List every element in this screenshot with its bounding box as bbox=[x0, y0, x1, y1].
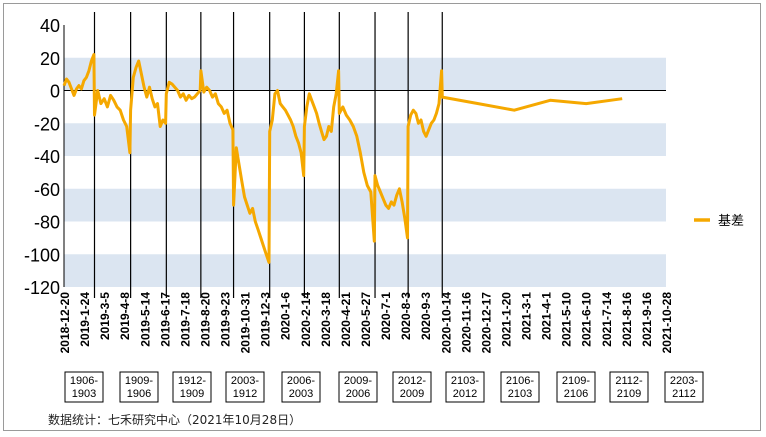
x-tick-label: 2020-1-6 bbox=[279, 292, 293, 340]
x-tick-label: 2019-9-23 bbox=[219, 292, 233, 347]
x-tick-label: 2020-2-14 bbox=[299, 292, 313, 347]
contract-label-box bbox=[445, 371, 485, 403]
contract-label-top: 2006- bbox=[287, 375, 315, 387]
x-tick-label: 2019-1-24 bbox=[78, 292, 92, 347]
x-tick-label: 2021-6-10 bbox=[580, 292, 594, 347]
y-tick-label: -60 bbox=[34, 180, 60, 200]
x-tick-label: 2020-5-27 bbox=[359, 292, 373, 347]
x-tick-label: 2020-8-3 bbox=[399, 292, 413, 340]
contract-label-top: 2103- bbox=[451, 375, 479, 387]
contract-label-box bbox=[392, 371, 432, 403]
source-note: 数据统计：七禾研究中心（2021年10月28日） bbox=[48, 413, 302, 427]
y-tick-label: -20 bbox=[34, 114, 60, 134]
x-tick-label: 2020-9-3 bbox=[419, 292, 433, 340]
x-tick-label: 2021-9-16 bbox=[640, 292, 654, 347]
contract-label-bottom: 2003 bbox=[289, 388, 313, 400]
contract-label-box bbox=[664, 371, 704, 403]
contract-label-box bbox=[556, 371, 596, 403]
contract-label-box bbox=[225, 371, 265, 403]
x-tick-label: 2021-10-28 bbox=[660, 292, 674, 354]
contract-label-box bbox=[338, 371, 378, 403]
x-tick-label: 2018-12-20 bbox=[58, 292, 72, 354]
x-tick-label: 2019-4-8 bbox=[118, 292, 132, 340]
x-tick-label: 2021-4-1 bbox=[540, 292, 554, 340]
grid-band bbox=[64, 188, 666, 222]
contract-label-box bbox=[500, 371, 540, 403]
grid-band bbox=[64, 123, 666, 156]
y-tick-label: 20 bbox=[40, 49, 60, 69]
x-tick-label: 2020-11-16 bbox=[459, 292, 473, 353]
x-tick-label: 2020-7-1 bbox=[379, 292, 393, 340]
contract-label-bottom: 2012 bbox=[453, 388, 477, 400]
y-tick-label: -100 bbox=[24, 245, 60, 265]
y-tick-label: -40 bbox=[34, 147, 60, 167]
contract-label-top: 2109- bbox=[562, 375, 590, 387]
chart-frame bbox=[3, 3, 761, 431]
contract-label-bottom: 1903 bbox=[72, 388, 96, 400]
contract-label-bottom: 2006 bbox=[346, 388, 370, 400]
x-tick-label: 2020-3-18 bbox=[319, 292, 333, 347]
contract-label-bottom: 2112 bbox=[672, 388, 696, 400]
x-tick-label: 2021-7-14 bbox=[600, 292, 614, 347]
contract-label-bottom: 2109 bbox=[617, 388, 641, 400]
x-tick-label: 2020-4-21 bbox=[339, 292, 353, 347]
contract-label-bottom: 1909 bbox=[180, 388, 204, 400]
x-tick-label: 2019-8-20 bbox=[198, 292, 212, 347]
x-tick-label: 2019-5-14 bbox=[138, 292, 152, 347]
contract-label-box bbox=[119, 371, 159, 403]
grid-band bbox=[64, 57, 666, 91]
contract-label-top: 1912- bbox=[178, 375, 206, 387]
x-tick-label: 2019-10-31 bbox=[239, 292, 253, 354]
x-tick-label: 2019-12-3 bbox=[259, 292, 273, 347]
x-tick-label: 2019-6-17 bbox=[158, 292, 172, 347]
contract-label-bottom: 2009 bbox=[400, 388, 424, 400]
x-tick-label: 2020-10-14 bbox=[439, 292, 453, 354]
contract-label-bottom: 2103 bbox=[508, 388, 532, 400]
x-tick-label: 2021-3-1 bbox=[520, 292, 534, 340]
x-tick-label: 2021-1-20 bbox=[499, 292, 513, 347]
contract-label-box bbox=[64, 371, 104, 403]
grid-band bbox=[64, 254, 666, 287]
x-tick-label: 2021-5-10 bbox=[560, 292, 574, 347]
contract-label-bottom: 1906 bbox=[127, 388, 151, 400]
y-tick-label: 0 bbox=[50, 82, 60, 102]
contract-label-top: 2112- bbox=[615, 375, 643, 387]
series-line-basis bbox=[62, 53, 623, 264]
contract-label-top: 2003- bbox=[231, 375, 259, 387]
contract-label-box bbox=[281, 371, 321, 403]
y-tick-label: -80 bbox=[34, 213, 60, 233]
x-tick-label: 2021-8-16 bbox=[620, 292, 634, 347]
contract-label-box bbox=[172, 371, 212, 403]
contract-label-top: 2106- bbox=[506, 375, 534, 387]
legend-label: 基差 bbox=[718, 214, 744, 229]
contract-label-top: 1906- bbox=[70, 375, 98, 387]
y-tick-label: 40 bbox=[40, 16, 60, 36]
contract-label-top: 2009- bbox=[344, 375, 372, 387]
contract-label-box bbox=[609, 371, 649, 403]
x-tick-label: 2019-7-18 bbox=[178, 292, 192, 347]
contract-label-bottom: 1912 bbox=[233, 388, 257, 400]
contract-label-top: 1909- bbox=[125, 375, 153, 387]
x-tick-label: 2020-12-17 bbox=[479, 292, 493, 354]
y-tick-label: -120 bbox=[24, 278, 60, 298]
x-tick-label: 2019-3-5 bbox=[98, 292, 112, 340]
contract-label-top: 2203- bbox=[670, 375, 698, 387]
contract-label-top: 2012- bbox=[398, 375, 426, 387]
contract-label-bottom: 2106 bbox=[564, 388, 588, 400]
